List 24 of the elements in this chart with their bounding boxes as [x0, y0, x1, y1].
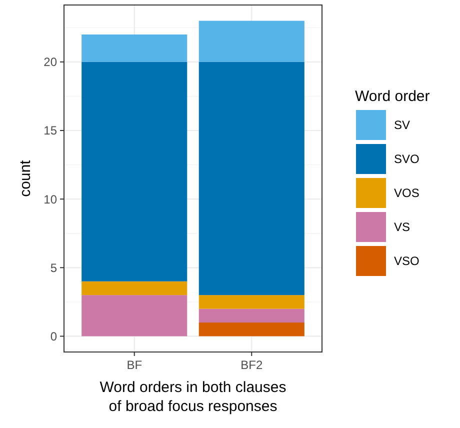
bar: [82, 281, 188, 296]
x-axis-title: Word orders in both clauses of broad focus responses: [100, 379, 286, 415]
text: VSO: [394, 254, 420, 268]
bar: [82, 62, 188, 282]
bar: [198, 62, 304, 296]
text: VOS: [394, 186, 420, 200]
y-tick-label: 20: [44, 55, 58, 70]
y-tick-label: 15: [44, 124, 58, 138]
bar: [82, 295, 188, 336]
y-tick-label: 10: [44, 192, 58, 206]
bar: [82, 34, 188, 62]
text: SV: [394, 118, 410, 132]
bar: [198, 322, 304, 336]
y-tick-label: 0: [50, 329, 58, 344]
x-tick-label: BF2: [240, 358, 263, 372]
text: SVO: [394, 152, 420, 166]
y-axis-title: count: [17, 159, 34, 197]
legend-title: Word order: [355, 88, 430, 105]
bar: [198, 295, 304, 309]
text: VS: [394, 220, 410, 234]
x-tick-label: BF: [126, 358, 142, 372]
y-tick-label: 5: [50, 260, 58, 275]
bar: [198, 20, 304, 62]
bar: [198, 308, 304, 323]
